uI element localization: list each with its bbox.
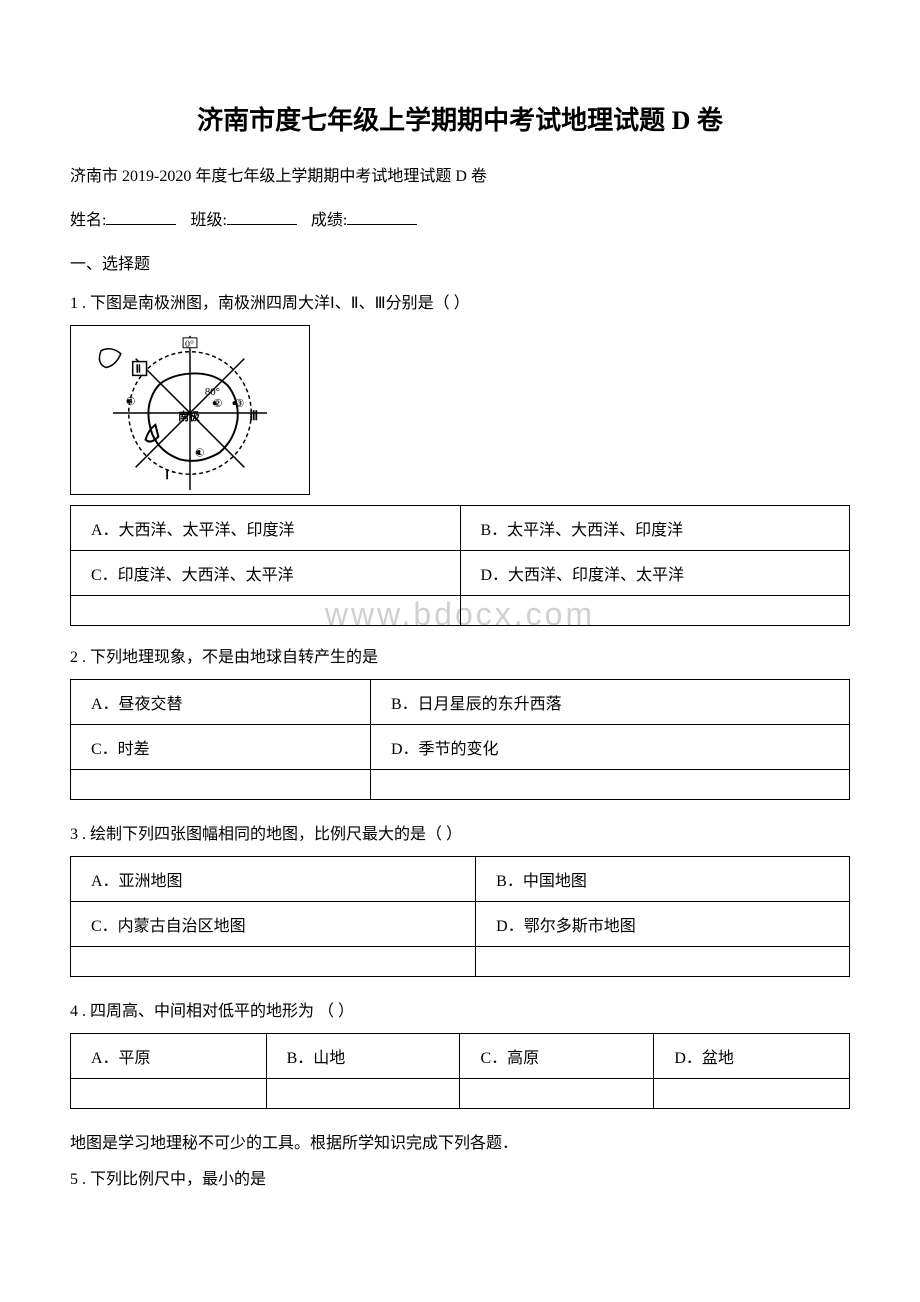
question-4-options-table: A．平原 B．山地 C．高原 D．盆地 (70, 1033, 850, 1109)
document-subtitle: 济南市 2019-2020 年度七年级上学期期中考试地理试题 D 卷 (70, 162, 850, 186)
question-1-figure: 0° Ⅱ 80° 南极 ④ ② ③ Ⅲ ① Ⅰ (70, 325, 310, 495)
q1-option-C: C．印度洋、大西洋、太平洋 (71, 551, 461, 596)
question-5-text: 5 . 下列比例尺中，最小的是 (70, 1165, 850, 1189)
name-blank (106, 224, 176, 225)
q1-option-A: A．大西洋、太平洋、印度洋 (71, 506, 461, 551)
figure-label-I: Ⅰ (165, 468, 169, 482)
question-1-options-table: A．大西洋、太平洋、印度洋 B．太平洋、大西洋、印度洋 C．印度洋、大西洋、太平… (70, 505, 850, 626)
score-label: 成绩: (311, 212, 347, 229)
figure-lat-label: 80° (205, 386, 220, 398)
q4-empty-cell-1 (71, 1079, 267, 1109)
q4-empty-cell-3 (460, 1079, 654, 1109)
q3-option-C: C．内蒙古自治区地图 (71, 902, 476, 947)
section-1-header: 一、选择题 (70, 250, 850, 274)
q4-option-D: D．盆地 (654, 1034, 850, 1079)
q1-option-D: D．大西洋、印度洋、太平洋 (460, 551, 850, 596)
q4-empty-cell-2 (266, 1079, 460, 1109)
q1-empty-cell-1 (71, 596, 461, 626)
q1-option-B: B．太平洋、大西洋、印度洋 (460, 506, 850, 551)
q4-option-B: B．山地 (266, 1034, 460, 1079)
question-4-text: 4 . 四周高、中间相对低平的地形为 （ ） (70, 997, 850, 1021)
q4-empty-cell-4 (654, 1079, 850, 1109)
name-label: 姓名: (70, 212, 106, 229)
figure-north-0: 0° (185, 339, 194, 350)
paragraph-1: 地图是学习地理秘不可少的工具。根据所学知识完成下列各题． (70, 1129, 850, 1153)
antarctica-map-svg: 0° Ⅱ 80° 南极 ④ ② ③ Ⅲ ① Ⅰ (71, 326, 309, 494)
q2-option-D: D．季节的变化 (370, 725, 849, 770)
question-1-text: 1 . 下图是南极洲图，南极洲四周大洋Ⅰ、Ⅱ、Ⅲ分别是（ ） (70, 289, 850, 313)
q2-empty-cell-1 (71, 770, 371, 800)
question-2-options-table: A．昼夜交替 B．日月星辰的东升西落 C．时差 D．季节的变化 (70, 679, 850, 800)
question-3-options-table: A．亚洲地图 B．中国地图 C．内蒙古自治区地图 D．鄂尔多斯市地图 (70, 856, 850, 977)
q4-option-A: A．平原 (71, 1034, 267, 1079)
question-3-text: 3 . 绘制下列四张图幅相同的地图，比例尺最大的是（ ） (70, 820, 850, 844)
score-blank (347, 224, 417, 225)
q3-option-B: B．中国地图 (476, 857, 850, 902)
figure-label-II: Ⅱ (136, 363, 141, 375)
q3-empty-cell-1 (71, 947, 476, 977)
q4-option-C: C．高原 (460, 1034, 654, 1079)
class-label: 班级: (190, 212, 226, 229)
q2-option-B: B．日月星辰的东升西落 (370, 680, 849, 725)
q3-option-D: D．鄂尔多斯市地图 (476, 902, 850, 947)
document-title: 济南市度七年级上学期期中考试地理试题 D 卷 (70, 100, 850, 137)
class-blank (227, 224, 297, 225)
figure-label-III: Ⅲ (249, 409, 258, 423)
student-info-line: 姓名: 班级: 成绩: (70, 206, 850, 230)
q3-empty-cell-2 (476, 947, 850, 977)
q2-option-C: C．时差 (71, 725, 371, 770)
q2-option-A: A．昼夜交替 (71, 680, 371, 725)
q2-empty-cell-2 (370, 770, 849, 800)
q1-empty-cell-2 (460, 596, 850, 626)
q3-option-A: A．亚洲地图 (71, 857, 476, 902)
question-2-text: 2 . 下列地理现象，不是由地球自转产生的是 (70, 643, 850, 667)
